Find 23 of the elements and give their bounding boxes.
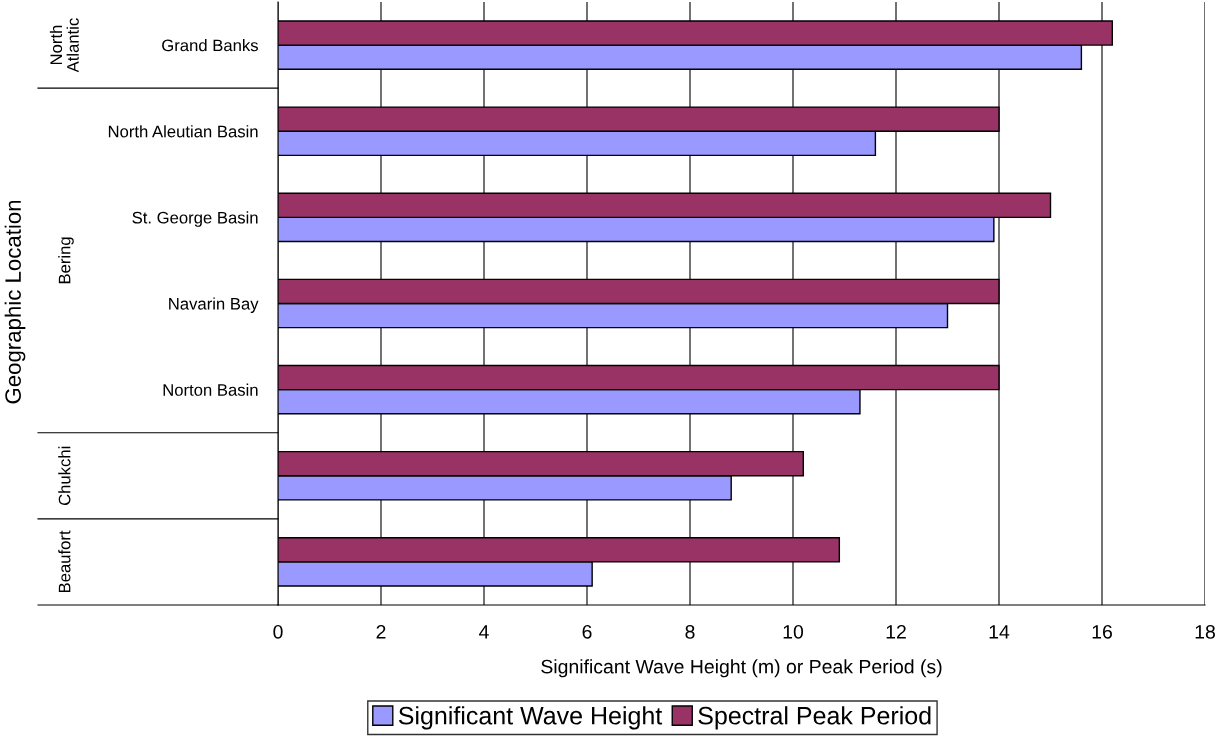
x-tick-label: 8 — [685, 624, 695, 639]
text: Beaufort — [58, 530, 71, 593]
y-axis-title: Geographic Location — [4, 200, 26, 404]
x-tick-label: 6 — [582, 624, 592, 639]
legend-label: Spectral Peak Period — [698, 706, 931, 730]
y-tick-label: Norton Basin — [163, 383, 258, 396]
legend-label: Significant Wave Height — [398, 706, 663, 730]
x-tick-label: 0 — [273, 624, 283, 639]
x-tick-label: 16 — [1092, 624, 1112, 639]
text: Chukchi — [58, 446, 71, 506]
text: Bering — [58, 237, 74, 284]
x-axis-title: Significant Wave Height (m) or Peak Period (s) — [541, 659, 942, 678]
x-tick-label: 12 — [886, 624, 906, 639]
x-tick-label: 18 — [1195, 624, 1215, 639]
x-tick-label: 10 — [783, 624, 804, 639]
y-tick-label: Grand Banks — [162, 39, 258, 52]
y-tick-label: North Aleutian Basin — [108, 125, 258, 138]
y-tick-label: St. George Basin — [132, 211, 258, 227]
x-tick-label: 2 — [376, 624, 386, 639]
text: North Atlantic — [49, 18, 79, 73]
x-tick-label: 14 — [989, 625, 1010, 639]
x-tick-label: 4 — [479, 625, 489, 639]
y-tick-label: Navarin Bay — [169, 297, 259, 313]
